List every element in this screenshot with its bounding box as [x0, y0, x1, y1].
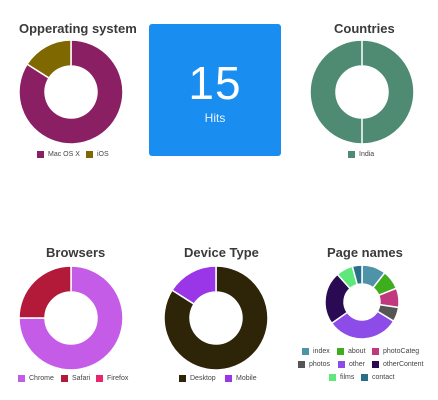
browsers-legend-swatch: [61, 375, 68, 382]
pages-legend-item[interactable]: index: [302, 345, 330, 358]
device-slice-desktop[interactable]: [163, 265, 269, 371]
pages-legend-item[interactable]: otherContent: [372, 358, 423, 371]
device-chart-title: Device Type: [184, 245, 259, 260]
browsers-legend-label: Chrome: [29, 375, 54, 382]
browsers-chart-title: Browsers: [46, 245, 106, 260]
countries-slice-india[interactable]: [309, 39, 415, 145]
device-legend-item[interactable]: Desktop: [179, 372, 216, 385]
pages-legend-swatch: [337, 348, 344, 355]
browsers-legend-swatch: [96, 375, 103, 382]
pages-legend-item[interactable]: photos: [298, 358, 330, 371]
os-legend-item[interactable]: iOS: [86, 148, 109, 161]
pages-legend-item[interactable]: other: [338, 358, 365, 371]
countries-legend-label: India: [359, 151, 375, 158]
device-legend-label: Mobile: [236, 375, 257, 382]
device-legend-item[interactable]: Mobile: [225, 372, 257, 385]
device-legend-swatch: [179, 375, 186, 382]
browsers-legend-item[interactable]: Safari: [61, 372, 90, 385]
device-slice-mobile[interactable]: [171, 265, 217, 306]
hits-value: 15: [188, 57, 242, 109]
pages-legend-swatch: [329, 374, 336, 381]
pages-slice-contact[interactable]: [351, 264, 363, 286]
pages-legend-swatch: [361, 374, 368, 381]
pages-legend-label: other: [349, 361, 365, 368]
pages-legend-item[interactable]: photoCateg: [372, 345, 419, 358]
browsers-slice-safari[interactable]: [18, 265, 72, 319]
os-legend-label: Mac OS X: [48, 151, 80, 158]
os-legend-item[interactable]: Mac OS X: [37, 148, 80, 161]
pages-legend-item[interactable]: about: [337, 345, 366, 358]
browsers-legend-label: Safari: [72, 375, 91, 382]
hits-label: Hits: [204, 111, 226, 125]
browsers-slice-chrome[interactable]: [18, 265, 124, 371]
os-chart-title: Opperating system: [19, 21, 137, 36]
pages-legend-label: contact: [372, 374, 395, 381]
os-slice-ios[interactable]: [26, 39, 72, 80]
device-legend-swatch: [225, 375, 232, 382]
pages-legend-swatch: [298, 361, 305, 368]
pages-legend-label: photos: [309, 361, 331, 368]
pages-legend-swatch: [302, 348, 309, 355]
pages-legend-swatch: [372, 361, 379, 368]
pages-legend-label: index: [313, 348, 330, 355]
browsers-legend-swatch: [18, 375, 25, 382]
pages-legend-item[interactable]: contact: [361, 371, 395, 384]
countries-legend-swatch: [348, 151, 355, 158]
device-legend-label: Desktop: [190, 375, 216, 382]
os-legend-swatch: [86, 151, 93, 158]
pages-legend-swatch: [372, 348, 379, 355]
pages-legend-item[interactable]: films: [329, 371, 354, 384]
browsers-legend-label: Firefox: [107, 375, 129, 382]
countries-legend-item[interactable]: India: [348, 148, 374, 161]
os-legend-swatch: [37, 151, 44, 158]
countries-chart-title: Countries: [334, 21, 395, 36]
pages-legend-label: about: [348, 348, 366, 355]
pages-legend-label: films: [340, 374, 355, 381]
browsers-legend-item[interactable]: Chrome: [18, 372, 54, 385]
os-legend-label: iOS: [97, 151, 109, 158]
hits-card: 15 Hits: [149, 24, 281, 156]
pages-legend-swatch: [338, 361, 345, 368]
pages-chart-title: Page names: [327, 245, 403, 260]
pages-legend-label: otherContent: [383, 361, 424, 368]
os-slice-mac-os-x[interactable]: [18, 39, 124, 145]
pages-legend-label: photoCateg: [383, 348, 420, 355]
browsers-legend-item[interactable]: Firefox: [96, 372, 128, 385]
